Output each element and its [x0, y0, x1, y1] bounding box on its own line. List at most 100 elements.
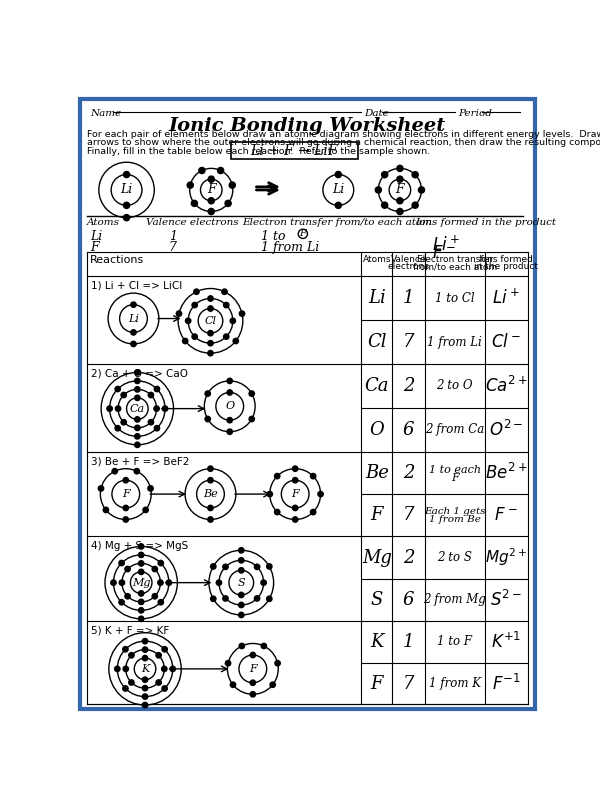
Circle shape: [162, 646, 167, 652]
Text: S: S: [371, 591, 383, 609]
Circle shape: [125, 594, 130, 599]
Text: F: F: [122, 489, 130, 499]
Circle shape: [125, 566, 130, 572]
Circle shape: [154, 386, 160, 392]
Text: Name: Name: [91, 109, 122, 118]
Circle shape: [216, 580, 221, 586]
Circle shape: [142, 694, 148, 699]
Circle shape: [239, 602, 244, 608]
Text: $Ca^{2+}$: $Ca^{2+}$: [485, 376, 527, 396]
Text: Valence: Valence: [391, 254, 426, 264]
Circle shape: [230, 318, 236, 323]
Circle shape: [115, 666, 120, 671]
Circle shape: [142, 686, 148, 691]
Circle shape: [382, 202, 388, 208]
Circle shape: [123, 506, 128, 510]
Circle shape: [139, 616, 144, 622]
Circle shape: [142, 677, 148, 682]
Text: 7: 7: [403, 333, 414, 351]
Circle shape: [152, 594, 157, 599]
Circle shape: [98, 486, 104, 491]
Circle shape: [229, 182, 235, 188]
Circle shape: [249, 416, 254, 422]
Circle shape: [124, 202, 130, 209]
Circle shape: [275, 661, 280, 666]
Circle shape: [208, 306, 213, 311]
Text: K: K: [370, 633, 383, 651]
Circle shape: [335, 171, 341, 178]
Text: F: F: [207, 183, 215, 197]
Circle shape: [134, 370, 140, 375]
Text: 7: 7: [169, 241, 177, 254]
Text: O: O: [370, 421, 384, 438]
Text: Be: Be: [203, 489, 218, 499]
Text: Be: Be: [365, 464, 389, 482]
Circle shape: [199, 167, 205, 174]
Circle shape: [191, 200, 197, 206]
Circle shape: [218, 167, 224, 174]
Circle shape: [121, 392, 127, 398]
Text: Valence electrons: Valence electrons: [146, 218, 238, 227]
Circle shape: [119, 599, 124, 605]
Circle shape: [211, 596, 216, 602]
Circle shape: [230, 682, 236, 687]
Circle shape: [239, 568, 244, 573]
Text: Atoms: Atoms: [362, 254, 391, 264]
Text: 2 to S: 2 to S: [437, 551, 472, 564]
Circle shape: [239, 643, 245, 649]
Text: 2) Ca + O => CaO: 2) Ca + O => CaO: [91, 369, 188, 378]
Circle shape: [129, 653, 134, 658]
Text: Mg: Mg: [362, 549, 392, 566]
Text: S: S: [238, 578, 245, 588]
Circle shape: [134, 442, 140, 447]
Text: F: F: [371, 674, 383, 693]
Circle shape: [134, 425, 140, 430]
Circle shape: [123, 478, 128, 483]
Circle shape: [250, 652, 256, 658]
Circle shape: [123, 686, 128, 691]
Text: 7: 7: [403, 674, 414, 693]
Circle shape: [266, 596, 272, 602]
Circle shape: [112, 469, 118, 474]
Circle shape: [154, 406, 159, 411]
Circle shape: [131, 302, 136, 307]
Circle shape: [182, 338, 188, 344]
Circle shape: [250, 680, 256, 686]
Text: 1 from Li: 1 from Li: [262, 241, 320, 254]
Circle shape: [119, 580, 125, 586]
Text: 1 from K: 1 from K: [428, 677, 481, 690]
Circle shape: [250, 691, 256, 697]
Text: 6: 6: [403, 591, 414, 609]
Circle shape: [156, 653, 161, 658]
Circle shape: [208, 466, 213, 471]
Circle shape: [208, 330, 213, 336]
Text: 2 from Mg: 2 from Mg: [423, 594, 486, 606]
Text: $F^-$: $F^-$: [494, 506, 518, 524]
Circle shape: [161, 666, 167, 671]
Circle shape: [227, 418, 232, 423]
Circle shape: [418, 187, 425, 193]
Circle shape: [233, 338, 238, 344]
Text: 1 to: 1 to: [262, 230, 286, 243]
Text: F: F: [91, 241, 99, 254]
Circle shape: [275, 510, 280, 514]
Text: electrons: electrons: [388, 262, 430, 271]
Circle shape: [158, 560, 163, 566]
Text: $Cl^-$: $Cl^-$: [491, 333, 521, 351]
Circle shape: [224, 334, 229, 339]
Text: Each 1 gets: Each 1 gets: [424, 507, 485, 516]
Text: $F^{-1}$: $F^{-1}$: [491, 674, 521, 694]
Circle shape: [123, 646, 128, 652]
Circle shape: [166, 580, 172, 586]
Circle shape: [134, 395, 140, 401]
Text: 2: 2: [403, 377, 414, 395]
Circle shape: [335, 202, 341, 209]
Circle shape: [142, 702, 148, 708]
Circle shape: [111, 580, 116, 586]
Text: from/to each atom: from/to each atom: [413, 262, 497, 271]
Circle shape: [134, 434, 140, 439]
Text: Li: Li: [91, 230, 103, 243]
Circle shape: [227, 429, 232, 434]
Circle shape: [292, 478, 298, 483]
Circle shape: [119, 560, 124, 566]
